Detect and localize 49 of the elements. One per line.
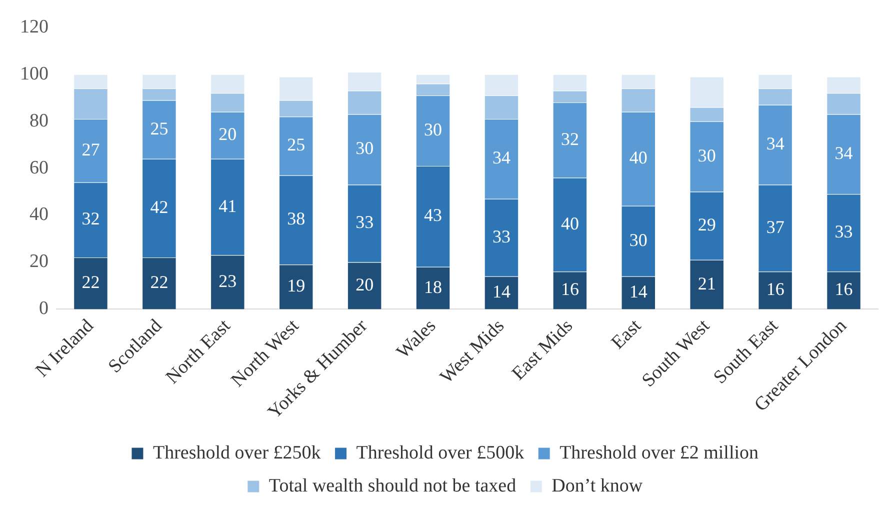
legend-label: Threshold over £2 million [560,442,760,464]
data-label: 16 [766,279,784,300]
data-label: 33 [834,222,853,242]
data-label: 29 [698,214,716,235]
data-label: 42 [150,196,168,217]
y-tick-label: 60 [30,157,48,178]
data-label: 43 [424,205,442,226]
data-label: 30 [698,145,716,166]
y-tick-label: 80 [30,110,48,132]
data-label: 20 [356,274,374,294]
data-label: 27 [82,139,100,160]
data-label: 37 [766,216,784,237]
data-label: 41 [218,196,237,216]
data-label: 30 [424,119,442,140]
y-tick-label: 100 [20,63,48,84]
data-label: 30 [356,138,374,158]
data-label: 22 [82,272,100,292]
y-tick-label: 40 [30,204,48,226]
data-label: 14 [492,281,510,302]
y-tick-label: 0 [39,298,48,320]
data-label: 40 [560,213,579,234]
legend-label: Threshold over £500k [356,442,525,464]
data-label: 34 [834,142,853,163]
legend-label: Don’t know [552,475,643,496]
data-label: 16 [560,279,579,300]
x-tick-label: East [607,314,646,354]
data-label: 32 [560,128,579,149]
data-label: 21 [698,273,716,294]
data-label: 30 [629,230,648,250]
data-label: 16 [834,279,853,300]
data-label: 34 [492,148,510,168]
data-label: 38 [287,208,306,229]
data-label: 40 [629,148,648,168]
data-label: 14 [629,281,648,302]
data-label: 23 [218,270,237,291]
legend-label: Threshold over £250k [152,442,322,464]
data-label: 33 [492,226,510,246]
data-label: 18 [424,276,442,297]
data-label: 22 [150,272,168,292]
data-label: 32 [82,208,100,229]
data-label: 34 [766,134,784,154]
data-label: 25 [150,118,168,138]
y-tick-label: 20 [30,251,48,272]
legend-label: Total wealth should not be taxed [268,475,517,496]
data-label: 25 [287,134,306,155]
data-label: 19 [287,276,306,296]
y-tick-label: 120 [20,16,48,38]
data-label: 20 [218,124,237,144]
data-label: 33 [356,212,374,232]
